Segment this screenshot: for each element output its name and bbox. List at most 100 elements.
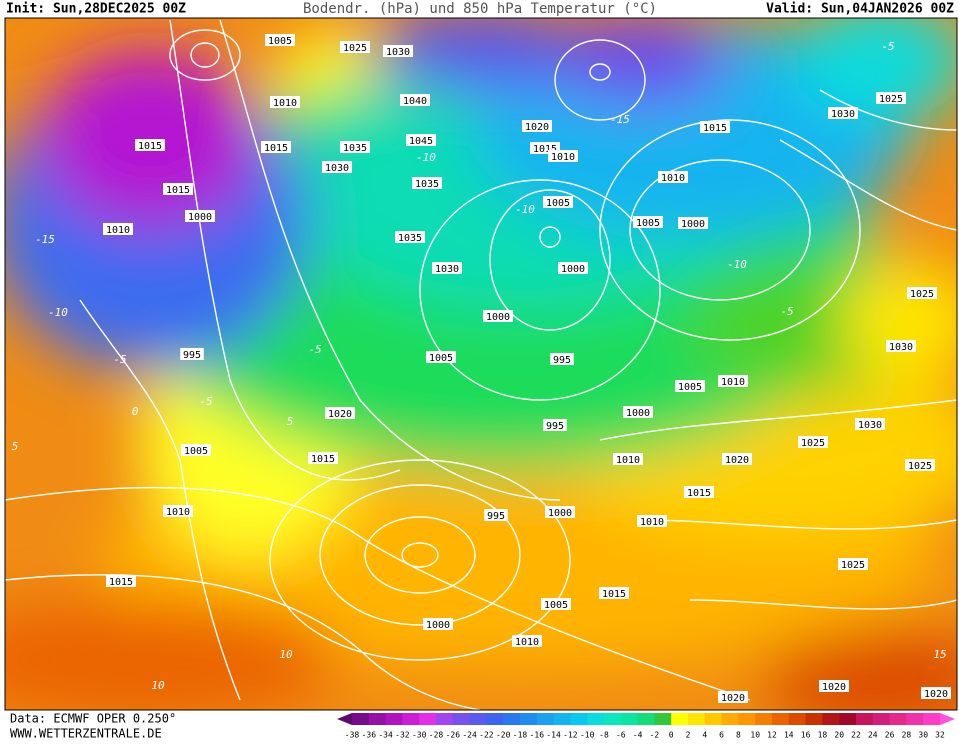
isobar-label: 1000 xyxy=(188,212,212,223)
isobar-label-box xyxy=(558,262,588,274)
isobar-label-box xyxy=(637,515,667,527)
scale-box xyxy=(536,713,555,725)
isobar-label: 995 xyxy=(183,350,201,361)
isobar-label: 1030 xyxy=(831,109,855,120)
isobar-label: 1030 xyxy=(325,163,349,174)
isobar-label-box xyxy=(921,687,951,699)
scale-label: -6 xyxy=(616,731,626,740)
temperature-label: 0 xyxy=(132,405,139,418)
isobar-label: 1010 xyxy=(106,225,130,236)
isobar-label-box xyxy=(700,121,730,133)
isobar-label-box xyxy=(322,161,352,173)
scale-label: -28 xyxy=(429,731,444,740)
isobar-label: 1010 xyxy=(166,507,190,518)
isobar-label: 1020 xyxy=(525,122,549,133)
temperature-label: -10 xyxy=(727,258,747,271)
isobar-label-box xyxy=(855,418,885,430)
isobar-label: 1020 xyxy=(725,455,749,466)
isobar-label-box xyxy=(678,217,708,229)
isobar-label-box xyxy=(406,134,436,146)
isobar-label: 1015 xyxy=(687,488,711,499)
scale-label: -20 xyxy=(496,731,511,740)
isobar-label-box xyxy=(270,96,300,108)
isobar-label-box xyxy=(876,92,906,104)
isobar-label: 1025 xyxy=(343,43,367,54)
website: WWW.WETTERZENTRALE.DE xyxy=(10,727,162,741)
scale-label: 10 xyxy=(750,731,760,740)
isobar-label-box xyxy=(886,340,916,352)
isobar-label: 1010 xyxy=(273,98,297,109)
scale-label: 12 xyxy=(767,731,777,740)
scale-label: 26 xyxy=(885,731,895,740)
scale-box xyxy=(738,713,756,725)
isobar-label-box xyxy=(265,34,295,46)
isobar-label-box xyxy=(163,505,193,517)
scale-label: -8 xyxy=(599,731,609,740)
isobar-label-box xyxy=(633,216,663,228)
isobar-label-box xyxy=(395,231,425,243)
scale-label: 18 xyxy=(818,731,828,740)
scale-box xyxy=(688,713,706,725)
isobar-label: 1025 xyxy=(879,94,903,105)
temperature-label: -5 xyxy=(308,343,321,356)
isobar-label: 1015 xyxy=(264,143,288,154)
scale-label: -4 xyxy=(633,731,643,740)
isobar-label: 995 xyxy=(546,421,564,432)
scale-box xyxy=(856,713,874,725)
scale-label: -10 xyxy=(580,731,595,740)
isobar-label-box xyxy=(400,94,430,106)
isobar-label-box xyxy=(135,139,165,151)
scale-label: 2 xyxy=(686,731,691,740)
scale-arrow xyxy=(940,713,955,725)
temperature-field xyxy=(5,18,957,710)
isobar-label: 1030 xyxy=(889,342,913,353)
scale-arrow xyxy=(337,713,352,725)
scale-box xyxy=(805,713,823,725)
scale-box xyxy=(755,713,773,725)
isobar-label-box xyxy=(512,635,542,647)
temperature-label: -10 xyxy=(48,306,68,319)
isobar-label: 1035 xyxy=(415,179,439,190)
isobar-label-box xyxy=(325,407,355,419)
isobar-label-box xyxy=(432,262,462,274)
scale-box xyxy=(570,713,588,725)
scale-box xyxy=(436,713,454,725)
scale-label: 24 xyxy=(868,731,878,740)
scale-label: -14 xyxy=(546,731,561,740)
isobar-label: 995 xyxy=(487,511,505,522)
map-title: Bodendr. (hPa) und 850 hPa Temperatur (°… xyxy=(303,1,657,17)
color-scale: -38 -36 -34 -32 -30 -28 -26 -24 -22 -20 -18 -16 -14-… xyxy=(337,713,955,740)
scale-box xyxy=(923,713,941,725)
isobar-label-box xyxy=(905,459,935,471)
isobar-label: 1015 xyxy=(166,185,190,196)
isobar-label: 1015 xyxy=(602,589,626,600)
scale-box xyxy=(503,713,521,725)
scale-label: -16 xyxy=(530,731,545,740)
scale-box xyxy=(587,713,605,725)
data-source: Data: ECMWF OPER 0.250° xyxy=(10,712,176,726)
isobar-label-box xyxy=(426,351,456,363)
temperature-label: -5 xyxy=(780,305,793,318)
isobar-label: 1005 xyxy=(636,218,660,229)
isobar-label: 1015 xyxy=(109,577,133,588)
isobar-label: 1025 xyxy=(801,438,825,449)
scale-label: 14 xyxy=(784,731,794,740)
isobar-label-box xyxy=(675,380,705,392)
scale-box xyxy=(654,713,672,725)
scale-label: 8 xyxy=(736,731,741,740)
isobar-label-box xyxy=(163,183,193,195)
scale-box xyxy=(604,713,622,725)
scale-label: -38 xyxy=(345,731,360,740)
isobar-label: 1000 xyxy=(426,620,450,631)
isobar-label: 1000 xyxy=(548,508,572,519)
scale-label: -32 xyxy=(395,731,410,740)
isobar-label: 1015 xyxy=(533,144,557,155)
isobar-label-box xyxy=(613,453,643,465)
scale-label: -2 xyxy=(650,731,660,740)
temperature-label: -5 xyxy=(113,353,126,366)
temperature-label: -10 xyxy=(416,151,436,164)
isobar-label: 1000 xyxy=(626,408,650,419)
isobar-label: 1005 xyxy=(544,600,568,611)
